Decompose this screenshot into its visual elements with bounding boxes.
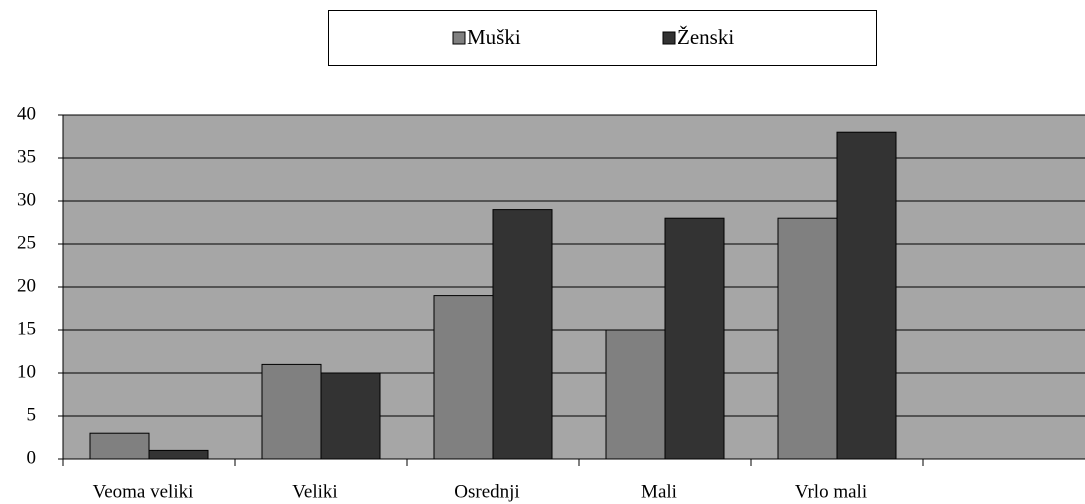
y-tick-label: 0 [27,447,37,468]
y-tick-label: 30 [17,189,36,210]
y-tick-label: 40 [17,103,36,124]
x-tick-label: Mali [641,481,677,502]
x-tick-label: Osrednji [454,481,519,502]
y-tick-label: 15 [17,318,36,339]
bar [605,329,666,460]
legend-label: Ženski [677,25,734,49]
legend-swatch [662,31,676,45]
bar [261,363,322,460]
legend-swatch [452,31,466,45]
bar [777,217,838,460]
bar [148,449,209,460]
bar [664,217,725,460]
bar [89,432,150,460]
y-tick-label: 5 [27,404,37,425]
bar [320,372,381,460]
y-tick-label: 35 [17,146,36,167]
x-tick-label: Veliki [292,481,337,502]
y-tick-label: 25 [17,232,36,253]
bar [492,209,553,460]
bar [433,295,494,460]
bar [836,131,897,460]
legend-box [328,10,877,66]
x-tick-label: Veoma veliki [93,481,194,502]
x-tick-label: Vrlo mali [795,481,867,502]
y-tick-label: 20 [17,275,36,296]
legend-label: Muški [467,25,521,49]
y-tick-label: 10 [17,361,36,382]
